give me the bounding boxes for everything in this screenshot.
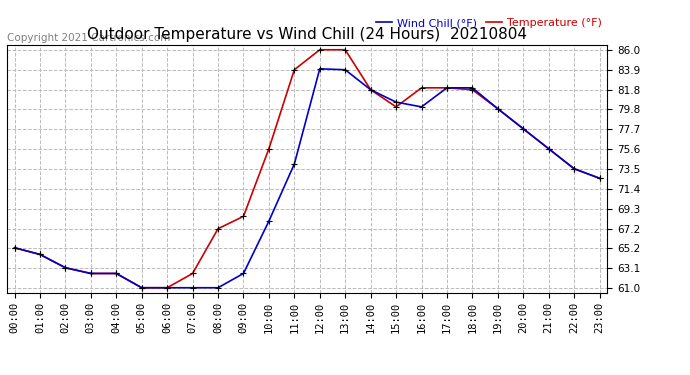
- Legend: Wind Chill (°F), Temperature (°F): Wind Chill (°F), Temperature (°F): [375, 18, 602, 28]
- Text: Copyright 2021 Cartronics.com: Copyright 2021 Cartronics.com: [7, 33, 170, 42]
- Title: Outdoor Temperature vs Wind Chill (24 Hours)  20210804: Outdoor Temperature vs Wind Chill (24 Ho…: [87, 27, 527, 42]
